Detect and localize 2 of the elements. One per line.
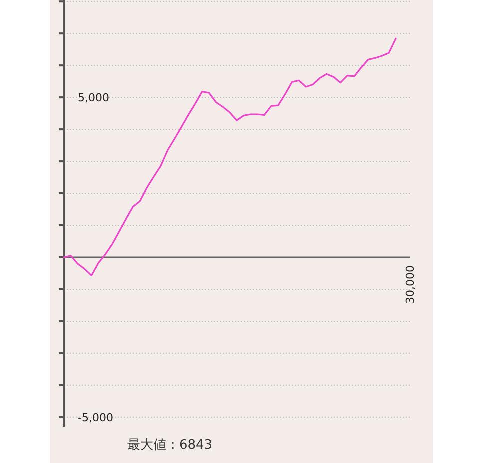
- annotation: 30,000: [404, 265, 417, 304]
- annotation: 最大値：6843: [127, 438, 213, 453]
